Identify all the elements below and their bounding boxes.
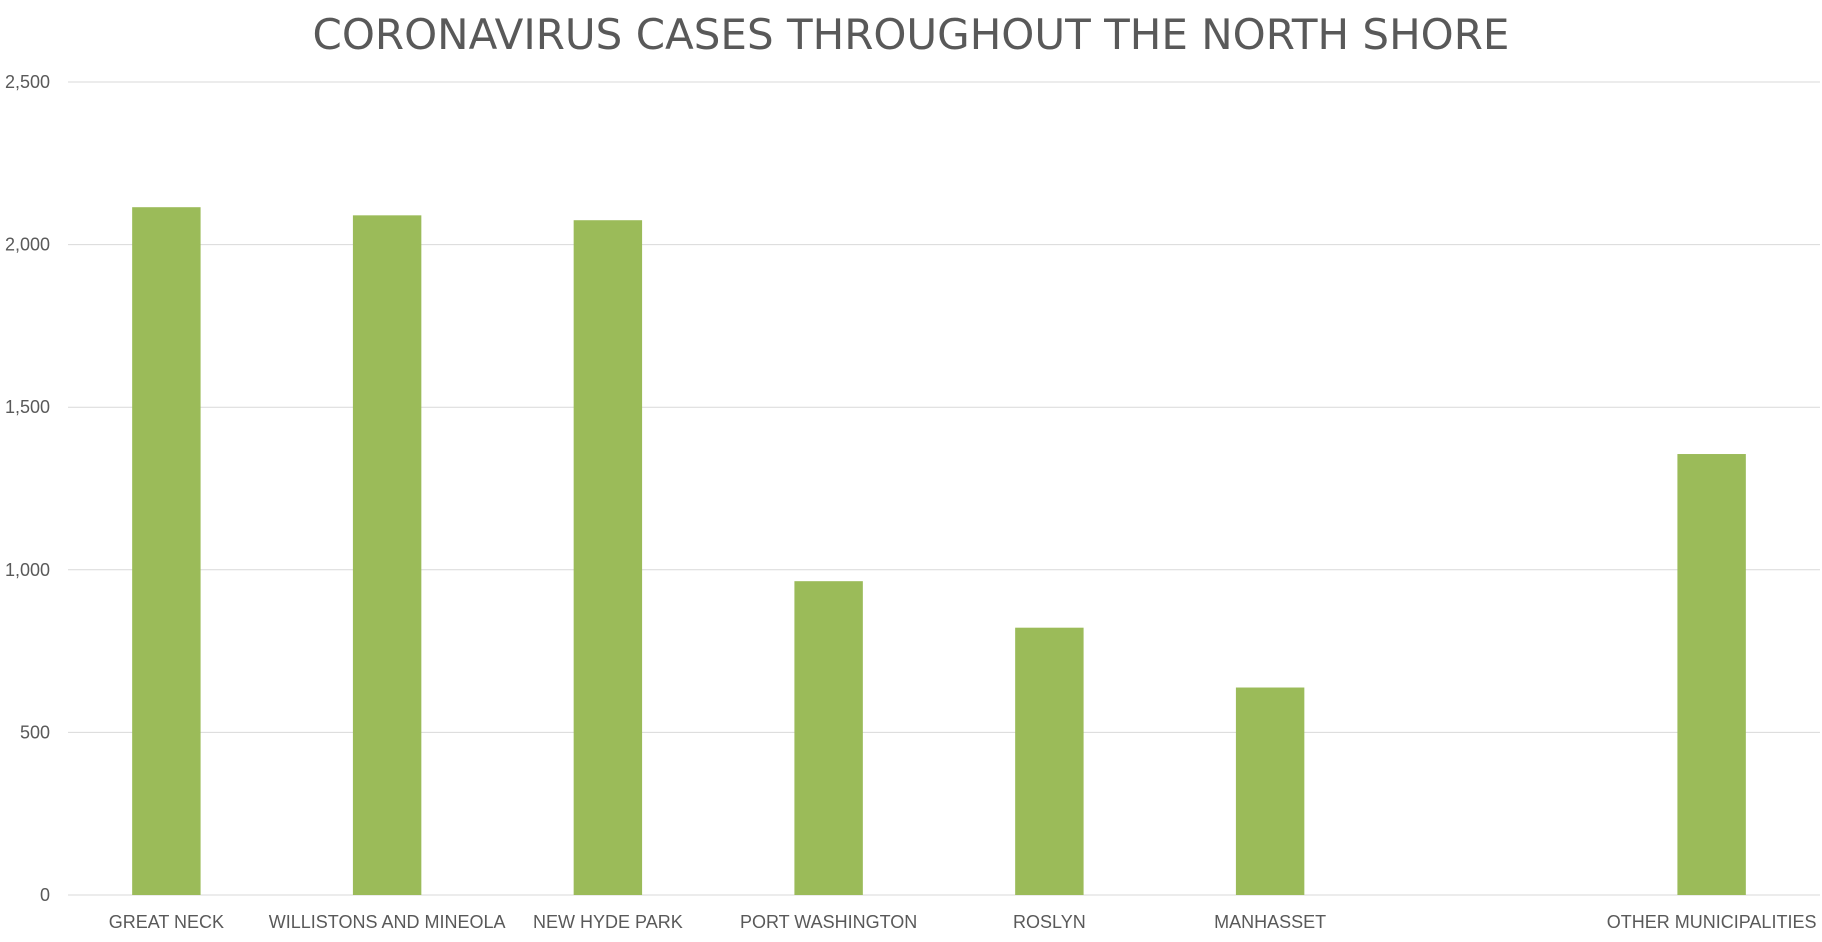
y-tick-label: 2,500 — [5, 72, 50, 92]
bar — [1235, 687, 1305, 895]
bar — [1677, 454, 1746, 895]
bar — [1015, 627, 1084, 895]
bars — [132, 207, 1746, 895]
x-category-label: MANHASSET — [1214, 912, 1326, 932]
bar — [573, 220, 643, 895]
x-category-label: GREAT NECK — [109, 912, 224, 932]
bar — [794, 581, 863, 895]
y-tick-label: 1,000 — [5, 560, 50, 580]
chart-title: CORONAVIRUS CASES THROUGHOUT THE NORTH S… — [312, 10, 1510, 59]
x-category-label: OTHER MUNICIPALITIES — [1607, 912, 1817, 932]
bar — [132, 207, 201, 895]
gridlines — [68, 81, 1820, 896]
x-category-label: NEW HYDE PARK — [533, 912, 683, 932]
bar — [352, 215, 422, 895]
x-category-label: PORT WASHINGTON — [740, 912, 917, 932]
y-tick-label: 0 — [40, 885, 50, 905]
x-category-label: WILLISTONS AND MINEOLA — [269, 912, 506, 932]
x-axis-category-labels: GREAT NECK WILLISTONS AND MINEOLA NEW HYDE… — [109, 912, 1817, 932]
y-tick-label: 2,000 — [5, 235, 50, 255]
y-tick-label: 500 — [20, 722, 50, 742]
y-tick-label: 1,500 — [5, 397, 50, 417]
y-axis-tick-labels: 0 500 1,000 1,500 2,000 2,500 — [5, 72, 50, 905]
x-category-label: ROSLYN — [1013, 912, 1086, 932]
